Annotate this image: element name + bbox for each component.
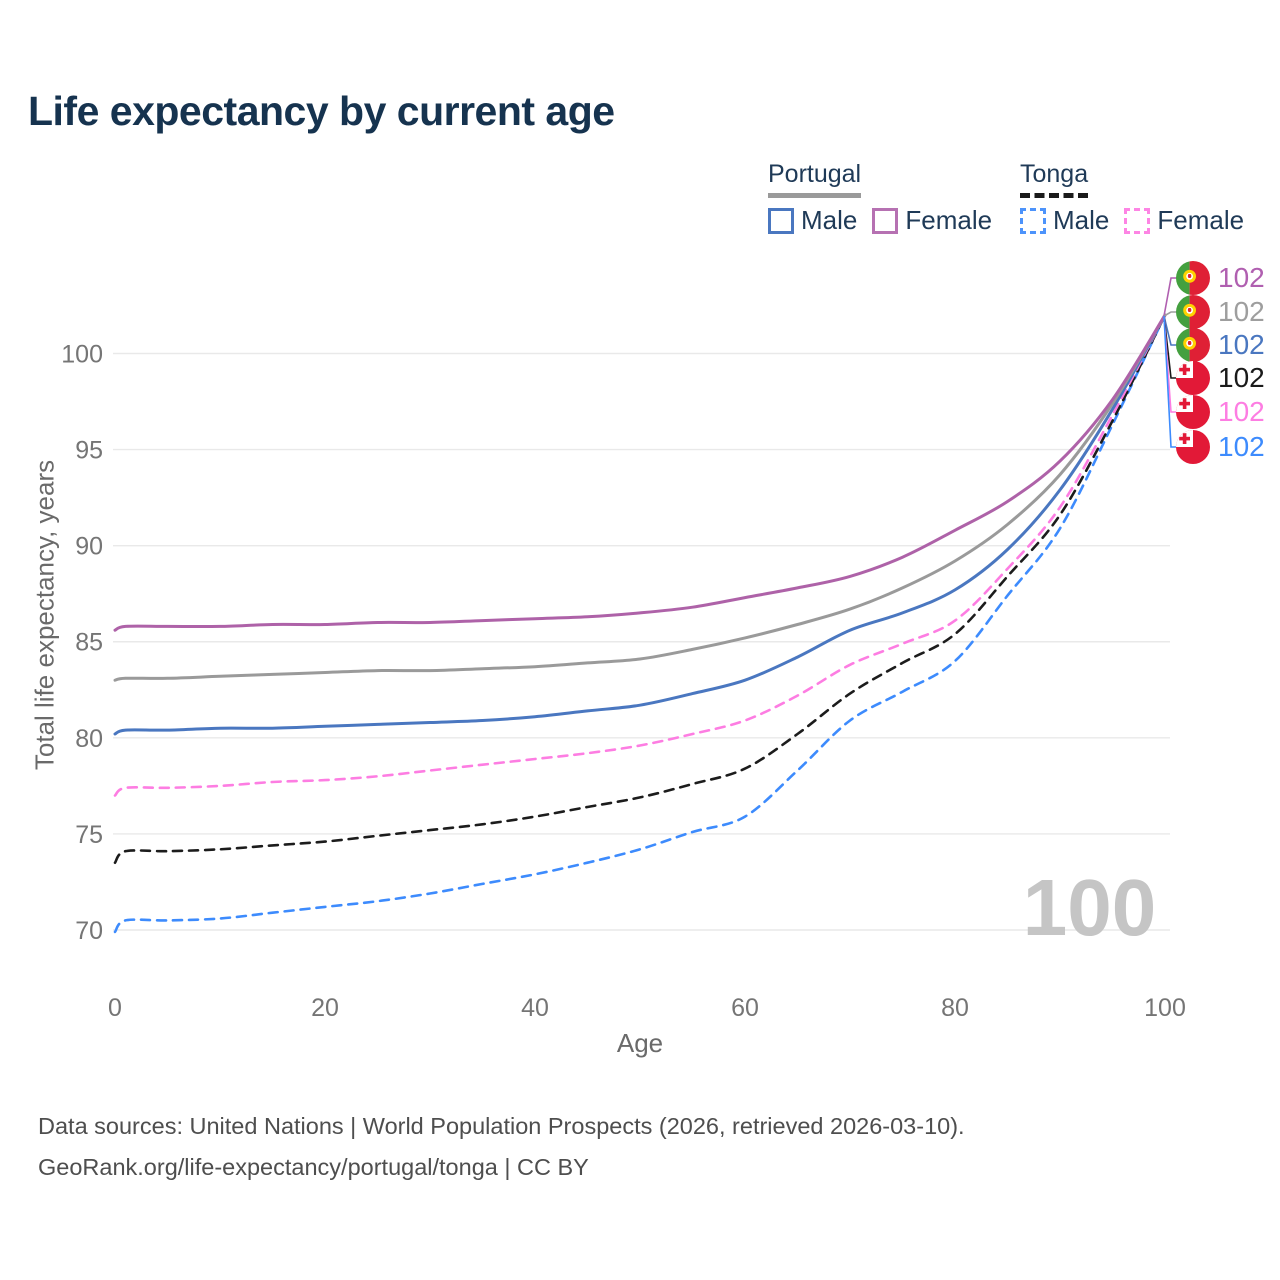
y-axis-title: Total life expectancy, years: [29, 459, 60, 771]
legend-item-tonga-female[interactable]: Female: [1124, 205, 1244, 236]
portugal-flag-icon: [1176, 261, 1210, 295]
end-label-portugal-female[interactable]: 102: [1176, 261, 1265, 295]
end-value-text: 102: [1218, 329, 1265, 360]
svg-text:95: 95: [75, 437, 103, 465]
svg-text:70: 70: [75, 917, 103, 945]
end-label-portugal-male[interactable]: 102: [1176, 328, 1265, 362]
tonga-flag-icon: [1176, 395, 1210, 429]
legend-item-label: Female: [905, 205, 993, 235]
attribution-link[interactable]: GeoRank.org/life-expectancy/portugal/ton…: [38, 1154, 589, 1180]
svg-text:100: 100: [61, 340, 103, 368]
legend-item-label: Female: [1157, 205, 1245, 235]
legend-item-label: Male: [801, 205, 858, 235]
legend-item-portugal-female[interactable]: Female: [872, 205, 992, 236]
end-label-tonga-female[interactable]: 102: [1176, 395, 1265, 429]
svg-text:100: 100: [1144, 994, 1186, 1022]
legend-group-portugal: Portugal Male Female: [768, 160, 992, 236]
svg-text:80: 80: [75, 725, 103, 753]
svg-text:60: 60: [731, 994, 759, 1022]
x-axis-title: Age: [616, 1028, 664, 1058]
svg-text:85: 85: [75, 629, 103, 657]
portugal-male-swatch-icon: [768, 207, 794, 234]
end-value-text: 102: [1218, 296, 1265, 327]
legend-item-label: Male: [1053, 205, 1110, 235]
page-title: Life expectancy by current age: [28, 88, 615, 134]
portugal-flag-icon: [1176, 295, 1210, 329]
legend-item-portugal-male[interactable]: Male: [768, 205, 857, 236]
legend-item-tonga-male[interactable]: Male: [1020, 205, 1109, 236]
legend-group-tonga: Tonga Male Female: [1020, 160, 1244, 236]
portugal-female-swatch-icon: [872, 207, 899, 234]
svg-text:20: 20: [311, 994, 339, 1022]
svg-text:90: 90: [75, 533, 103, 561]
legend-country-tonga[interactable]: Tonga: [1020, 160, 1089, 198]
end-label-portugal-both[interactable]: 102: [1176, 295, 1265, 329]
end-label-tonga-both[interactable]: 102: [1176, 361, 1265, 395]
end-value-text: 102: [1218, 431, 1265, 462]
portugal-flag-icon: [1176, 328, 1210, 362]
svg-text:0: 0: [108, 994, 122, 1022]
footer: Data sources: United Nations | World Pop…: [38, 1106, 965, 1188]
svg-text:40: 40: [521, 994, 549, 1022]
tonga-flag-icon: [1176, 430, 1210, 464]
data-sources-line: Data sources: United Nations | World Pop…: [38, 1113, 965, 1139]
end-value-text: 102: [1218, 362, 1265, 393]
tonga-female-swatch-icon: [1124, 207, 1151, 234]
tonga-male-swatch-icon: [1020, 207, 1046, 234]
legend-country-portugal[interactable]: Portugal: [768, 160, 862, 198]
svg-text:80: 80: [941, 994, 969, 1022]
end-value-text: 102: [1218, 396, 1265, 427]
end-label-tonga-male[interactable]: 102: [1176, 430, 1265, 464]
end-value-text: 102: [1218, 262, 1265, 293]
tonga-flag-icon: [1176, 361, 1210, 395]
svg-text:75: 75: [75, 821, 103, 849]
hover-age-watermark: 100: [1022, 863, 1157, 952]
